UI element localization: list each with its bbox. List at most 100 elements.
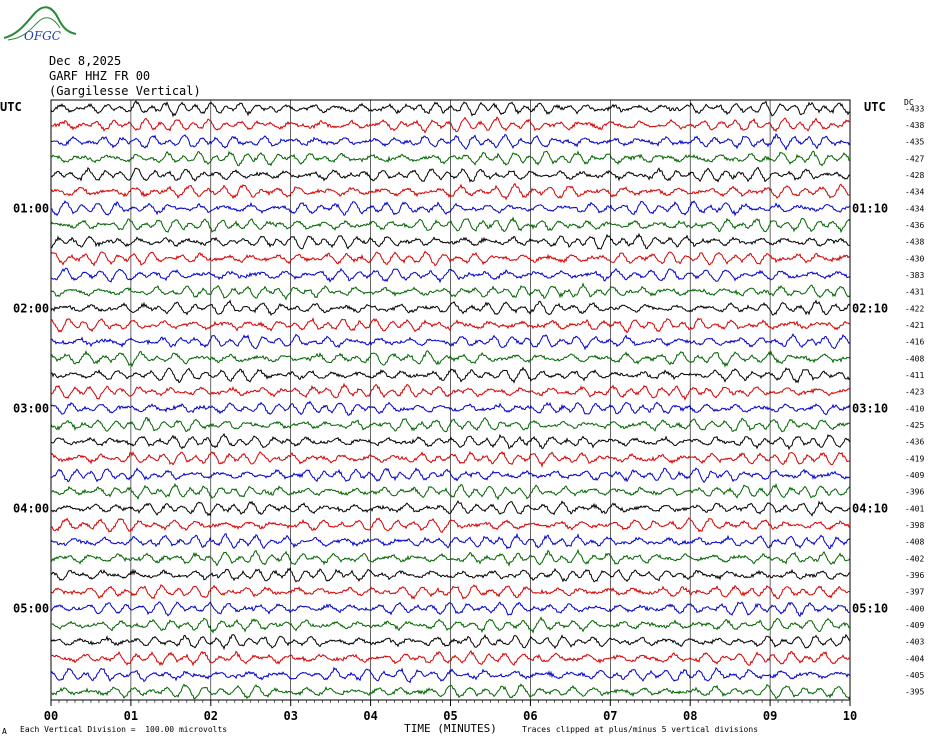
seismic-trace: [50, 100, 851, 118]
dc-offset-label: -423: [905, 388, 924, 397]
seismic-trace: [50, 633, 851, 651]
dc-offset-label: -435: [905, 138, 924, 147]
x-tick-label: 01: [124, 709, 138, 723]
seismic-trace: [50, 532, 851, 550]
seismic-trace: [50, 150, 851, 167]
x-tick-label: 10: [843, 709, 857, 723]
dc-offset-label: -410: [905, 404, 924, 413]
x-tick-label: 09: [763, 709, 777, 723]
dc-offset-label: -405: [905, 671, 924, 680]
seismic-trace: [50, 366, 851, 384]
dc-offset-label: -434: [905, 188, 924, 197]
right-time-label: 01:10: [852, 201, 888, 215]
dc-offset-label: -404: [905, 654, 924, 663]
dc-offset-label: -422: [905, 304, 924, 313]
seismic-trace: [50, 548, 851, 567]
ofgc-logo: OFGC: [3, 6, 77, 43]
right-time-label: 02:10: [852, 301, 888, 315]
dc-offset-label: -396: [905, 488, 924, 497]
clipping-note: Traces clipped at plus/minus 5 vertical …: [522, 725, 759, 734]
dc-offset-label: -411: [905, 371, 924, 380]
dc-offset-label: -430: [905, 254, 924, 263]
seismic-trace: [50, 450, 851, 468]
left-time-label: 05:00: [13, 601, 49, 615]
dc-offset-label: -436: [905, 438, 924, 447]
dc-offset-label: -398: [905, 521, 924, 530]
seismic-trace: [50, 517, 851, 534]
dc-offset-label: -400: [905, 604, 924, 613]
seismic-trace: [50, 500, 851, 517]
dc-offset-label: -383: [905, 271, 924, 280]
dc-offset-label: -434: [905, 204, 924, 213]
dc-offset-label: -425: [905, 421, 924, 430]
dc-offset-label: -408: [905, 354, 924, 363]
seismic-trace: [51, 166, 851, 183]
logo-text: OFGC: [24, 29, 61, 43]
dc-offset-label: -419: [905, 454, 924, 463]
x-tick-label: 04: [363, 709, 377, 723]
seismic-trace: [50, 650, 851, 667]
seismic-trace: [50, 416, 851, 433]
dc-offset-label: -409: [905, 471, 924, 480]
right-time-label: 03:10: [852, 401, 888, 415]
seismic-trace: [50, 232, 851, 250]
seismic-trace: [50, 616, 851, 634]
dc-offset-label: -402: [905, 554, 924, 563]
dc-offset-label: -408: [905, 538, 924, 547]
dc-offset-label: -401: [905, 504, 924, 513]
dc-offset-label: -396: [905, 571, 924, 580]
dc-label: DC: [904, 98, 914, 107]
left-time-label: 03:00: [13, 401, 49, 415]
seismic-trace: [50, 666, 851, 684]
plot-date: Dec 8,2025: [49, 54, 122, 68]
seismic-trace: [50, 250, 851, 267]
x-tick-label: 07: [603, 709, 617, 723]
dc-offset-label: -403: [905, 638, 924, 647]
corner-mark: A: [2, 727, 7, 736]
station-code: GARF HHZ FR 00: [49, 69, 151, 83]
seismic-trace: [50, 349, 851, 368]
seismic-trace: [50, 567, 851, 583]
dc-offset-label: -395: [905, 688, 924, 697]
seismic-trace: [50, 333, 851, 351]
seismic-trace: [50, 317, 851, 334]
seismic-trace: [50, 467, 851, 484]
x-axis-label: TIME (MINUTES): [404, 722, 497, 735]
logo-mountain-icon: [3, 6, 77, 39]
x-tick-label: 02: [204, 709, 218, 723]
vertical-division-note: Each Vertical Division = 100.00 microvol…: [20, 725, 228, 734]
dc-offset-label: -428: [905, 171, 924, 180]
dc-offset-label: -438: [905, 238, 924, 247]
seismic-trace: [50, 584, 851, 600]
dc-offset-label: -427: [905, 154, 924, 163]
seismic-trace: [50, 267, 851, 284]
left-time-label: 01:00: [13, 201, 49, 215]
seismic-trace: [50, 482, 851, 501]
x-tick-label: 08: [683, 709, 697, 723]
seismic-trace: [50, 601, 851, 618]
x-tick-label: 03: [283, 709, 297, 723]
x-tick-label: 00: [44, 709, 58, 723]
seismic-trace: [50, 432, 851, 451]
dc-offset-label: -397: [905, 588, 924, 597]
left-time-label: 04:00: [13, 501, 49, 515]
seismic-trace: [50, 116, 851, 134]
dc-offset-label: -438: [905, 121, 924, 130]
utc-right-label: UTC: [864, 100, 886, 114]
dc-offset-label: -436: [905, 221, 924, 230]
seismic-trace: [50, 382, 851, 401]
seismic-trace: [50, 282, 851, 301]
x-tick-label: 05: [443, 709, 457, 723]
right-time-label: 05:10: [852, 601, 888, 615]
seismic-trace: [50, 182, 851, 201]
seismic-trace: [50, 200, 851, 217]
left-time-label: 02:00: [13, 301, 49, 315]
seismic-trace: [50, 400, 851, 416]
x-tick-label: 06: [523, 709, 537, 723]
dc-offset-label: -416: [905, 338, 924, 347]
dc-offset-label: -433: [905, 104, 924, 113]
utc-left-label: UTC: [0, 100, 22, 114]
seismic-trace: [50, 133, 851, 151]
seismic-trace: [50, 299, 851, 316]
